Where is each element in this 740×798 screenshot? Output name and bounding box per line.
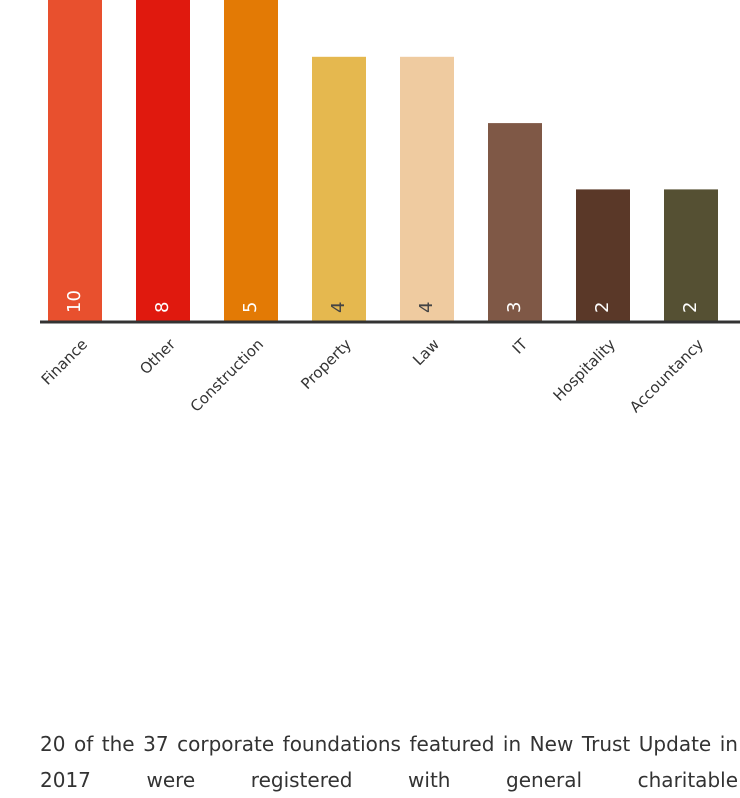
x-tick-label: Other — [136, 335, 179, 378]
bar — [48, 0, 102, 322]
value-label: 4 — [416, 302, 437, 313]
x-tick-label: Hospitality — [550, 335, 619, 404]
chart: 10 Finance 8 Other 5 Construction 4 Property 4 La… — [38, 0, 740, 416]
x-tick-label: IT — [509, 335, 532, 358]
bar — [488, 123, 542, 322]
bar — [136, 0, 190, 323]
page: {"chart_data": {"type": "bar", "categori… — [37, 0, 740, 792]
paragraph: 20 of the 37 corporate foundations featu… — [40, 732, 738, 792]
x-tick-label: Finance — [38, 335, 91, 388]
bar — [400, 56, 454, 323]
value-label: 5 — [240, 302, 261, 313]
value-label: 10 — [64, 290, 85, 313]
value-label: 3 — [504, 302, 525, 313]
bar — [576, 189, 630, 322]
x-tick-label: Law — [409, 335, 443, 369]
value-label: 2 — [680, 302, 701, 313]
value-label: 4 — [328, 302, 349, 313]
bar — [224, 0, 278, 322]
value-label: 2 — [592, 302, 613, 313]
x-tick-label: Construction — [187, 335, 267, 415]
value-label: 8 — [152, 302, 173, 313]
bar — [664, 189, 718, 322]
x-tick-label: Property — [297, 335, 355, 393]
bar — [312, 56, 366, 323]
x-tick-label: Accountancy — [626, 335, 707, 416]
